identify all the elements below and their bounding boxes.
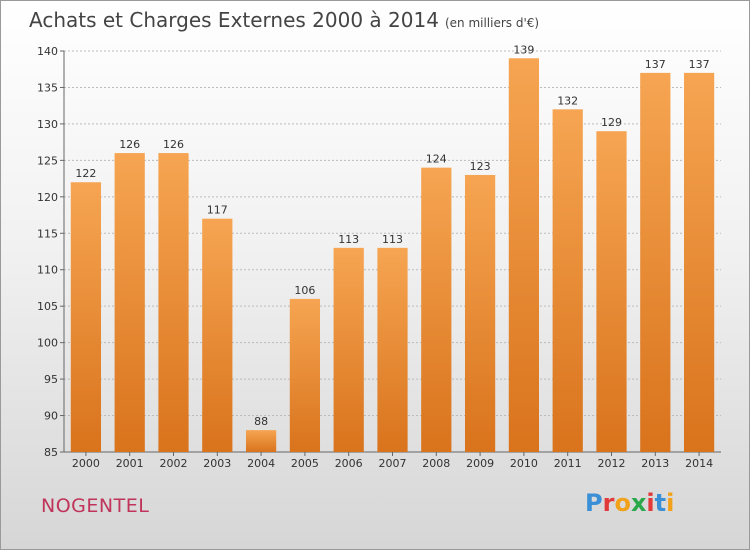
bar-value-label: 137 xyxy=(689,58,710,71)
bar-value-label: 122 xyxy=(75,167,96,180)
bar-value-label: 129 xyxy=(601,116,622,129)
bar-value-label: 106 xyxy=(294,284,315,297)
logo-letter: P xyxy=(585,489,603,517)
bar xyxy=(640,72,671,452)
bar xyxy=(114,153,145,452)
y-tick-label: 90 xyxy=(44,410,58,423)
bar-value-label: 139 xyxy=(513,43,534,56)
bar xyxy=(158,153,189,452)
bar-value-label: 113 xyxy=(338,233,359,246)
x-tick-label: 2008 xyxy=(422,457,450,470)
y-tick-label: 115 xyxy=(37,227,58,240)
x-tick-label: 2002 xyxy=(160,457,188,470)
bar xyxy=(333,247,364,452)
y-tick-label: 105 xyxy=(37,300,58,313)
commune-name: NOGENTEL xyxy=(41,495,150,517)
proxiti-logo: Proxiti xyxy=(585,489,674,517)
bar xyxy=(508,58,540,453)
bar xyxy=(464,174,496,453)
bar xyxy=(70,182,102,452)
logo-letter: i xyxy=(666,489,675,517)
x-tick-label: 2003 xyxy=(203,457,231,470)
bar xyxy=(377,247,408,452)
bar-value-label: 126 xyxy=(119,138,140,151)
x-tick-label: 2012 xyxy=(598,457,626,470)
y-tick-label: 135 xyxy=(37,81,58,94)
chart-title: Achats et Charges Externes 2000 à 2014 (e… xyxy=(29,8,539,32)
y-tick-label: 120 xyxy=(37,191,58,204)
logo-letter: x xyxy=(630,489,647,517)
bar-value-label: 113 xyxy=(382,233,403,246)
x-tick-label: 2009 xyxy=(466,457,494,470)
x-tick-label: 2001 xyxy=(116,457,144,470)
chart-unit: (en milliers d'€) xyxy=(444,16,540,30)
x-tick-label: 2000 xyxy=(72,457,100,470)
x-tick-label: 2010 xyxy=(510,457,538,470)
x-tick-label: 2011 xyxy=(554,457,582,470)
x-tick-label: 2005 xyxy=(291,457,319,470)
y-tick-label: 100 xyxy=(37,337,58,350)
bar-value-label: 137 xyxy=(645,58,666,71)
bar xyxy=(683,72,715,452)
logo-letter: o xyxy=(614,489,631,517)
y-tick-label: 95 xyxy=(44,373,58,386)
x-tick-label: 2006 xyxy=(335,457,363,470)
bar-value-label: 132 xyxy=(557,94,578,107)
y-tick-label: 125 xyxy=(37,154,58,167)
bar xyxy=(202,218,233,452)
bar xyxy=(421,167,452,452)
bar-value-label: 88 xyxy=(254,415,268,428)
y-tick-label: 85 xyxy=(44,446,58,459)
bar xyxy=(289,298,321,452)
bar-value-label: 124 xyxy=(426,153,447,166)
y-tick-label: 110 xyxy=(37,264,58,277)
chart-title-text: Achats et Charges Externes 2000 à 2014 xyxy=(29,8,439,32)
bar xyxy=(596,131,627,452)
x-tick-label: 2007 xyxy=(379,457,407,470)
bar-value-label: 117 xyxy=(207,204,228,217)
bar-value-label: 126 xyxy=(163,138,184,151)
y-tick-label: 140 xyxy=(37,45,58,58)
x-tick-label: 2014 xyxy=(685,457,713,470)
bar-value-label: 123 xyxy=(470,160,491,173)
logo-letter: r xyxy=(602,489,615,517)
x-tick-label: 2013 xyxy=(641,457,669,470)
bar xyxy=(245,430,277,452)
logo-letter: t xyxy=(654,489,667,517)
x-tick-label: 2004 xyxy=(247,457,275,470)
bar xyxy=(552,109,583,452)
logo-letter: i xyxy=(646,489,655,517)
y-tick-label: 130 xyxy=(37,118,58,131)
